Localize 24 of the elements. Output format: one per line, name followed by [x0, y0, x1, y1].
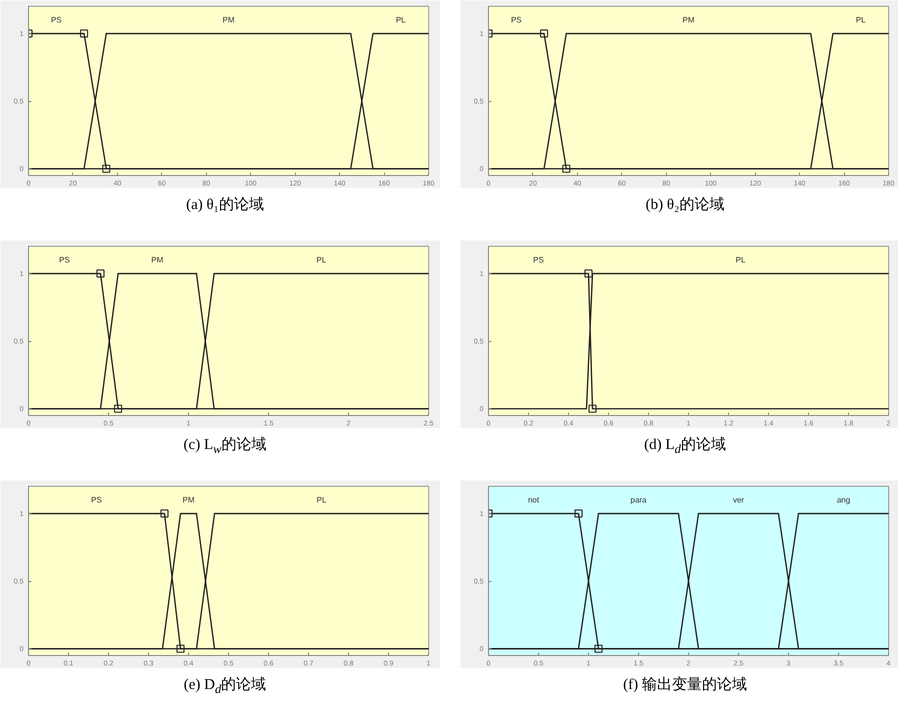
- text: (e) D$_{d}$的论域: [182, 676, 268, 698]
- text: (d) L$_{d}$的论域: [643, 436, 727, 458]
- text: (b) θ₂的论域: [644, 196, 726, 215]
- series-label: PS: [91, 496, 102, 505]
- series-label: PL: [396, 16, 406, 25]
- series-label: ang: [836, 496, 850, 505]
- series-label: not: [528, 496, 540, 505]
- series-label: PL: [316, 496, 327, 505]
- text: (a) θ₁的论域: [185, 196, 265, 215]
- series-label: PS: [59, 256, 70, 265]
- series-label: ver: [732, 496, 744, 505]
- series-label: PM: [182, 496, 195, 505]
- series-label: PS: [533, 256, 544, 265]
- text: (f) 输出变量的论域: [622, 676, 748, 695]
- series-label: PS: [510, 16, 522, 25]
- series-label: PL: [856, 16, 866, 25]
- series-label: PS: [50, 16, 62, 25]
- series-label: PM: [151, 256, 164, 265]
- series-label: PM: [682, 16, 695, 25]
- series-label: PL: [316, 256, 327, 265]
- series-label: PL: [736, 256, 746, 265]
- series-label: PM: [222, 16, 235, 25]
- series-label: para: [630, 496, 648, 505]
- text: (c) L$_{w}$的论域: [182, 436, 268, 458]
